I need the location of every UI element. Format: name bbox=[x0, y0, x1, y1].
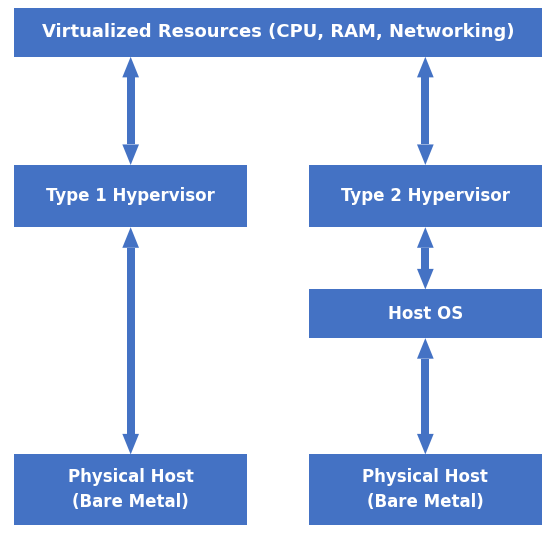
Bar bbox=[309, 289, 542, 338]
Text: Host OS: Host OS bbox=[388, 305, 463, 323]
FancyArrow shape bbox=[417, 144, 434, 165]
Text: Type 1 Hypervisor: Type 1 Hypervisor bbox=[46, 187, 215, 205]
FancyArrow shape bbox=[417, 227, 434, 248]
FancyArrow shape bbox=[417, 434, 434, 454]
FancyArrow shape bbox=[417, 338, 434, 359]
Bar bbox=[421, 77, 429, 144]
Bar bbox=[127, 248, 135, 434]
Bar bbox=[14, 454, 247, 525]
FancyArrow shape bbox=[122, 57, 139, 77]
Bar bbox=[309, 165, 542, 227]
FancyArrow shape bbox=[417, 57, 434, 77]
Bar bbox=[127, 77, 135, 144]
Bar bbox=[14, 8, 542, 57]
Bar bbox=[421, 359, 429, 434]
Text: Type 2 Hypervisor: Type 2 Hypervisor bbox=[341, 187, 510, 205]
FancyArrow shape bbox=[122, 434, 139, 454]
Bar bbox=[309, 454, 542, 525]
Bar bbox=[14, 165, 247, 227]
Text: Physical Host
(Bare Metal): Physical Host (Bare Metal) bbox=[363, 468, 488, 511]
Text: Virtualized Resources (CPU, RAM, Networking): Virtualized Resources (CPU, RAM, Network… bbox=[42, 23, 514, 42]
Bar bbox=[421, 248, 429, 269]
Text: Physical Host
(Bare Metal): Physical Host (Bare Metal) bbox=[68, 468, 193, 511]
FancyArrow shape bbox=[122, 144, 139, 165]
FancyArrow shape bbox=[122, 227, 139, 248]
FancyArrow shape bbox=[417, 269, 434, 289]
